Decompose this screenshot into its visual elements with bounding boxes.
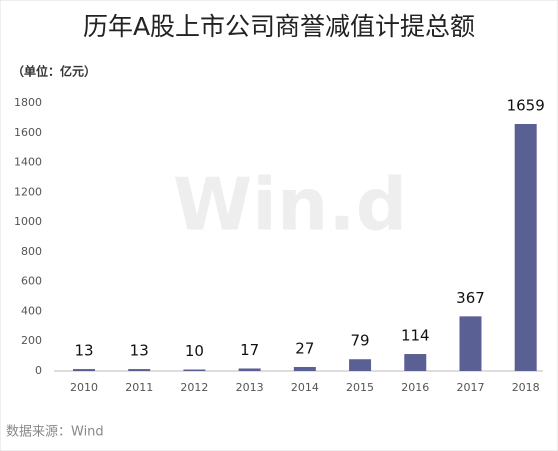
value-label: 1659 (507, 96, 545, 114)
value-label: 367 (456, 289, 485, 307)
bar (514, 123, 537, 371)
x-tick-label: 2018 (512, 381, 540, 394)
y-tick-label: 0 (35, 364, 42, 377)
y-tick-label: 1200 (14, 185, 42, 198)
y-tick-label: 1800 (14, 96, 42, 109)
x-tick-label: 2013 (236, 381, 264, 394)
x-tick-label: 2012 (180, 381, 208, 394)
x-tick-label: 2011 (125, 381, 153, 394)
bar (73, 369, 95, 371)
chart-title: 历年A股上市公司商誉减值计提总额 (83, 12, 475, 41)
y-tick-label: 600 (21, 275, 42, 288)
y-tick-label: 200 (21, 334, 42, 347)
bar (404, 354, 427, 371)
bar (293, 366, 316, 371)
y-tick-label: 800 (21, 245, 42, 258)
x-tick-label: 2016 (401, 381, 429, 394)
y-tick-label: 1000 (14, 215, 42, 228)
value-label: 13 (74, 342, 93, 360)
y-tick-label: 1600 (14, 126, 42, 139)
bar (238, 368, 261, 371)
unit-label: （单位：亿元） (12, 64, 96, 79)
value-label: 27 (295, 339, 314, 357)
bar (459, 316, 482, 371)
bar (128, 369, 151, 371)
value-label: 17 (240, 341, 259, 359)
value-label: 13 (130, 342, 149, 360)
y-tick-label: 400 (21, 304, 42, 317)
bar (349, 359, 372, 371)
watermark: Win.d (173, 163, 407, 247)
x-tick-label: 2017 (456, 381, 484, 394)
x-tick-label: 2014 (291, 381, 319, 394)
value-label: 114 (401, 327, 430, 345)
source: 数据来源：Wind (6, 425, 104, 440)
value-label: 10 (185, 342, 204, 360)
bar (183, 369, 206, 371)
x-tick-label: 2010 (70, 381, 98, 394)
value-label: 79 (351, 332, 370, 350)
y-tick-label: 1400 (14, 156, 42, 169)
x-tick-label: 2015 (346, 381, 374, 394)
